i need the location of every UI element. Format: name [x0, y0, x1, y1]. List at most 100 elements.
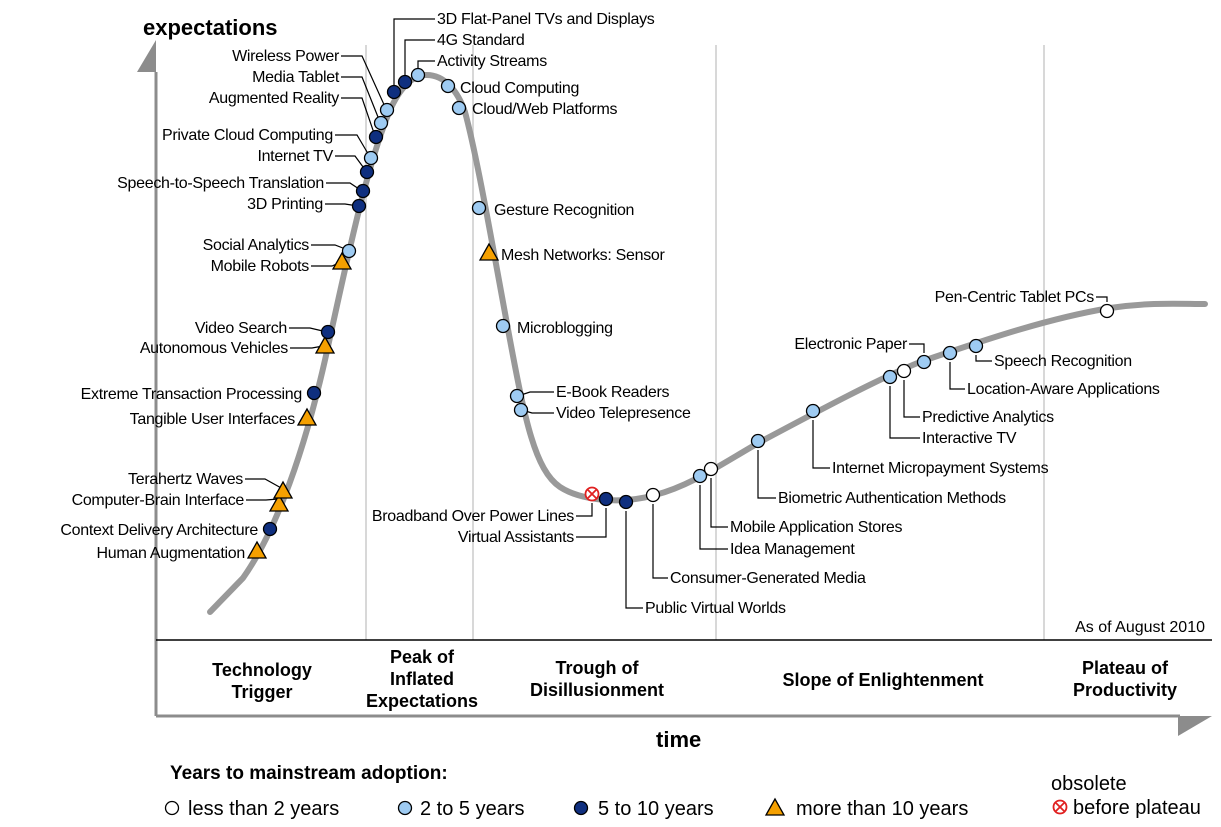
marker-augmented-reality	[368, 129, 384, 145]
label-4g-standard: 4G Standard	[437, 32, 524, 49]
marker-internet-tv	[359, 164, 375, 180]
hype-curve	[207, 72, 1208, 615]
marker-internet-micropayment-systems	[805, 403, 821, 419]
marker-biometric-authentication-methods	[750, 433, 766, 449]
connector-mobile-application-stores	[710, 478, 728, 528]
label-microblogging: Microblogging	[517, 320, 613, 337]
marker-terahertz-waves	[272, 480, 294, 499]
legend-marker-2to5	[397, 800, 413, 816]
marker-broadband-over-power-lines	[584, 486, 600, 502]
phase-label-3-line-2: Disillusionment	[530, 680, 664, 700]
legend-marker-lt2	[164, 800, 180, 816]
marker-3d-flat-panel-tvs-and-displays	[386, 84, 402, 100]
legend-marker-obsolete	[1052, 799, 1068, 815]
connector-internet-tv	[335, 155, 367, 172]
y-axis-label: expectations	[143, 15, 278, 40]
marker-public-virtual-worlds	[618, 494, 634, 510]
legend-marker-gt10	[764, 797, 786, 816]
connector-wireless-power	[341, 55, 387, 110]
label-video-search: Video Search	[195, 320, 287, 337]
marker-predictive-analytics	[896, 363, 912, 379]
marker-virtual-assistants	[598, 491, 614, 507]
label-terahertz-waves: Terahertz Waves	[128, 471, 243, 488]
connector-pen-centric-tablet-pcs	[1096, 296, 1108, 302]
label-human-augmentation: Human Augmentation	[97, 545, 245, 562]
legend: Years to mainstream adoption: less than 2…	[164, 763, 1201, 820]
connector-predictive-analytics	[903, 380, 920, 418]
connector-location-aware-applications	[949, 362, 965, 390]
connector-private-cloud-computing	[335, 134, 371, 158]
label-private-cloud-computing: Private Cloud Computing	[162, 127, 333, 144]
legend-title: Years to mainstream adoption:	[170, 763, 448, 784]
y-axis-arrow	[137, 40, 156, 72]
label-cloud-computing: Cloud Computing	[460, 80, 579, 97]
marker-3d-printing	[351, 198, 367, 214]
connector-idea-management	[699, 485, 728, 550]
label-extreme-transaction-processing: Extreme Transaction Processing	[81, 386, 302, 403]
x-axis-label: time	[656, 727, 701, 752]
x-axis-arrow	[1178, 716, 1212, 736]
label-social-analytics: Social Analytics	[203, 237, 310, 254]
marker-interactive-tv	[882, 369, 898, 385]
marker-mesh-networks-sensor	[478, 242, 500, 261]
label-augmented-reality: Augmented Reality	[209, 90, 339, 107]
label-predictive-analytics: Predictive Analytics	[922, 409, 1054, 426]
connector-3d-flat-panel-tvs-and-displays	[393, 18, 435, 91]
marker-private-cloud-computing	[363, 150, 379, 166]
label-3d-flat-panel-tvs-and-displays: 3D Flat-Panel TVs and Displays	[437, 11, 655, 28]
marker-video-search	[320, 324, 336, 340]
label-gesture-recognition: Gesture Recognition	[494, 202, 634, 219]
label-tangible-user-interfaces: Tangible User Interfaces	[130, 411, 296, 428]
connector-electronic-paper	[909, 343, 925, 353]
connector-public-virtual-worlds	[625, 511, 643, 609]
label-video-telepresence: Video Telepresence	[556, 405, 691, 422]
marker-wireless-power	[379, 102, 395, 118]
legend-label-gt10: more than 10 years	[796, 798, 968, 820]
label-media-tablet: Media Tablet	[252, 69, 340, 86]
marker-activity-streams	[410, 67, 426, 83]
label-interactive-tv: Interactive TV	[922, 430, 1017, 447]
marker-cloud-computing	[440, 78, 456, 94]
marker-speech-to-speech-translation	[355, 183, 371, 199]
label-wireless-power: Wireless Power	[232, 48, 340, 65]
phase-label-2-line-3: Expectations	[366, 691, 478, 711]
marker-computer-brain-interface	[268, 493, 290, 512]
label-location-aware-applications: Location-Aware Applications	[967, 381, 1160, 398]
phase-label-1-line-2: Trigger	[231, 682, 292, 702]
marker-microblogging	[495, 318, 511, 334]
marker-pen-centric-tablet-pcs	[1099, 303, 1115, 319]
marker-tangible-user-interfaces	[296, 407, 318, 426]
marker-context-delivery-architecture	[262, 521, 278, 537]
label-virtual-assistants: Virtual Assistants	[458, 529, 574, 546]
marker-social-analytics	[341, 243, 357, 259]
marker-extreme-transaction-processing	[306, 385, 322, 401]
phase-label-2-line-2: Inflated	[390, 669, 454, 689]
phase-label-1-line-1: Technology	[212, 660, 312, 680]
label-context-delivery-architecture: Context Delivery Architecture	[60, 522, 258, 539]
label-cloud-web-platforms: Cloud/Web Platforms	[472, 101, 617, 118]
connector-virtual-assistants	[576, 508, 607, 538]
label-internet-tv: Internet TV	[257, 148, 333, 165]
connector-interactive-tv	[889, 386, 920, 439]
marker-consumer-generated-media	[645, 487, 661, 503]
connector-4g-standard	[404, 39, 435, 81]
phase-label-4-line-1: Slope of Enlightenment	[783, 670, 984, 690]
label-3d-printing: 3D Printing	[247, 196, 323, 213]
label-internet-micropayment-systems: Internet Micropayment Systems	[832, 460, 1049, 477]
label-public-virtual-worlds: Public Virtual Worlds	[645, 600, 786, 617]
technology-labels: Human Augmentation Context Delivery Archi…	[60, 11, 1160, 617]
label-computer-brain-interface: Computer-Brain Interface	[72, 492, 245, 509]
label-biometric-authentication-methods: Biometric Authentication Methods	[778, 490, 1006, 507]
legend-label-obsolete-2: before plateau	[1073, 797, 1201, 819]
label-idea-management: Idea Management	[730, 541, 855, 558]
connector-biometric-authentication-methods	[757, 450, 776, 499]
phase-label-5-line-2: Productivity	[1073, 680, 1177, 700]
phase-label-2-line-1: Peak of	[390, 647, 455, 667]
marker-4g-standard	[397, 74, 413, 90]
marker-video-telepresence	[513, 402, 529, 418]
connector-consumer-generated-media	[652, 504, 668, 579]
marker-idea-management	[692, 468, 708, 484]
connector-speech-recognition	[975, 355, 992, 362]
